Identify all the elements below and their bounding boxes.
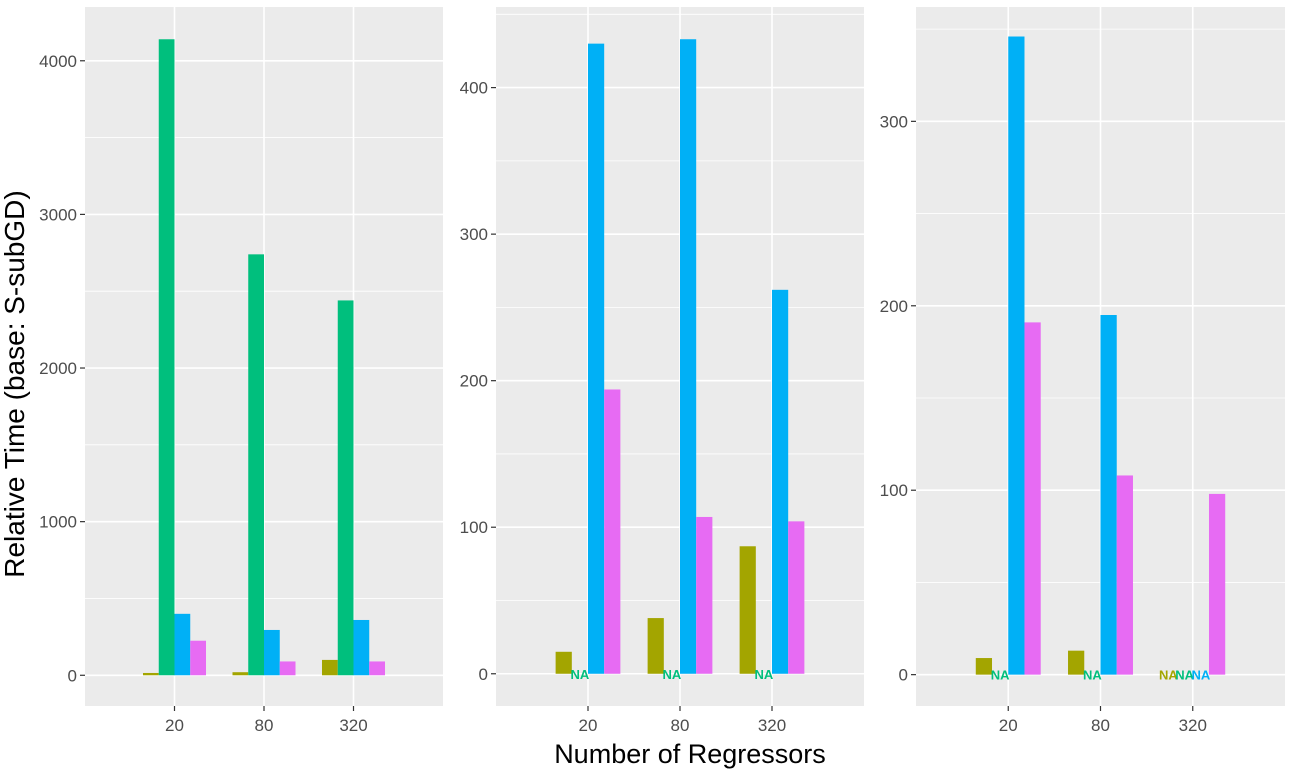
y-tick-label: 200	[880, 297, 908, 316]
y-tick-label: 0	[479, 665, 488, 684]
bar	[158, 39, 175, 676]
y-tick-label: 300	[460, 225, 488, 244]
bar	[1100, 315, 1117, 675]
bar	[232, 672, 249, 676]
na-label: NA	[1175, 668, 1194, 683]
na-label: NA	[1083, 668, 1102, 683]
y-tick-label: 100	[460, 518, 488, 537]
y-axis-title: Relative Time (base: S-subGD)	[0, 190, 30, 577]
na-label: NA	[755, 667, 774, 682]
bar	[788, 521, 805, 674]
panel-1: 0 1000 2000 3000 4000 20 80 320	[39, 7, 443, 735]
bar	[1208, 493, 1226, 675]
na-label: NA	[1191, 668, 1210, 683]
y-tick-label: 3000	[39, 205, 77, 224]
bar	[279, 661, 296, 676]
bar	[248, 254, 264, 676]
bar	[555, 651, 572, 674]
x-tick-label: 320	[758, 716, 786, 735]
x-tick-label: 320	[339, 716, 367, 735]
y-tick-label: 0	[899, 666, 908, 685]
na-label: NA	[1159, 668, 1178, 683]
bar	[369, 661, 386, 676]
x-axis-title: Number of Regressors	[554, 739, 826, 769]
bar	[353, 619, 370, 676]
y-tick-label: 100	[880, 481, 908, 500]
bar	[680, 39, 697, 674]
x-tick-label: 320	[1179, 716, 1207, 735]
y-tick-label: 2000	[39, 359, 77, 378]
bar	[1068, 650, 1085, 675]
bar	[739, 546, 756, 674]
bar	[1008, 36, 1025, 675]
bar	[772, 289, 789, 674]
x-tick-label: 80	[255, 716, 274, 735]
bar	[264, 629, 280, 676]
na-label: NA	[663, 667, 682, 682]
na-label: NA	[571, 667, 590, 682]
bar	[1024, 322, 1041, 675]
bar	[604, 389, 621, 674]
bar	[588, 43, 605, 674]
x-tick-label: 20	[579, 716, 598, 735]
x-tick-label: 80	[1091, 716, 1110, 735]
bar	[142, 672, 159, 676]
y-tick-label: 1000	[39, 513, 77, 532]
bar	[696, 516, 713, 674]
bar	[1116, 475, 1133, 675]
bar	[975, 658, 993, 675]
panel-2: 0 100 200 300 400 20 80 320 NA NA NA	[460, 7, 864, 735]
bar	[647, 618, 664, 674]
bar	[337, 300, 354, 676]
bar	[174, 613, 191, 676]
y-tick-label: 300	[880, 112, 908, 131]
bar	[321, 659, 338, 676]
y-tick-label: 200	[460, 372, 488, 391]
y-tick-label: 0	[68, 666, 77, 685]
na-label: NA	[991, 668, 1010, 683]
bar	[190, 640, 207, 676]
y-tick-label: 400	[460, 79, 488, 98]
y-tick-label: 4000	[39, 52, 77, 71]
x-tick-label: 80	[671, 716, 690, 735]
x-tick-label: 20	[999, 716, 1018, 735]
x-tick-label: 20	[165, 716, 184, 735]
